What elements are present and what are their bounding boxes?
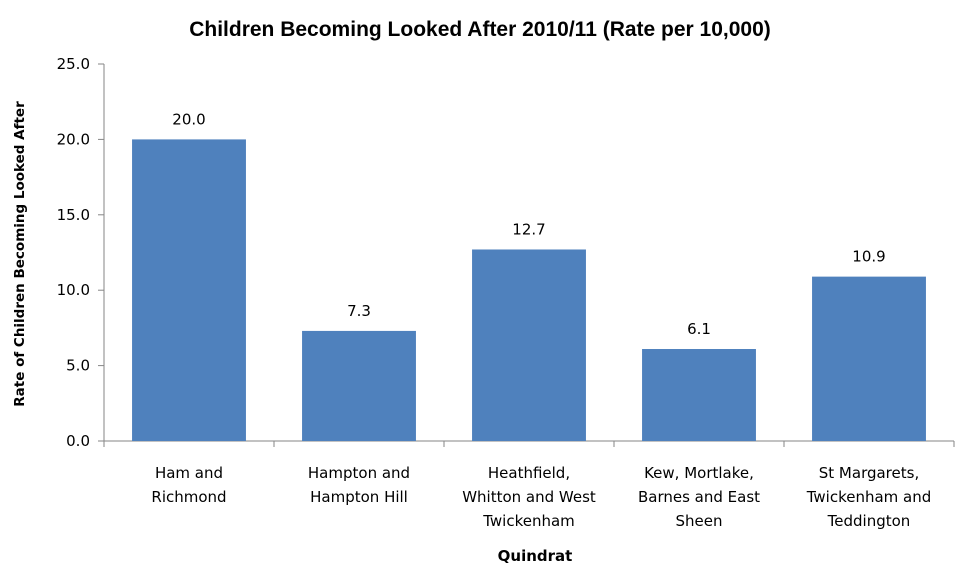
y-tick-label: 10.0 xyxy=(57,281,90,299)
y-tick-label: 25.0 xyxy=(57,55,90,73)
category-label: St Margarets, xyxy=(819,464,919,482)
category-label: Sheen xyxy=(676,512,723,530)
category-label: Teddington xyxy=(827,512,911,530)
y-tick-label: 0.0 xyxy=(66,432,90,450)
y-tick-label: 20.0 xyxy=(57,130,90,148)
category-label: Richmond xyxy=(151,488,226,506)
category-label: Whitton and West xyxy=(462,488,596,506)
y-axis-label: Rate of Children Becoming Looked After xyxy=(12,101,28,407)
category-label: Heathfield, xyxy=(488,464,570,482)
data-label: 7.3 xyxy=(347,302,371,320)
y-tick-label: 5.0 xyxy=(66,357,90,375)
category-label: Hampton and xyxy=(308,464,410,482)
category-label: Twickenham xyxy=(482,512,575,530)
category-label: Hampton Hill xyxy=(310,488,408,506)
data-label: 20.0 xyxy=(172,110,205,128)
labels: 20.0 Ham and Richmond 7.3 Hampton and Hampton… xyxy=(151,110,931,530)
category-label: Kew, Mortlake, xyxy=(644,464,754,482)
category-label: Twickenham and xyxy=(806,488,932,506)
bar xyxy=(132,139,246,441)
data-label: 12.7 xyxy=(512,220,545,238)
bar xyxy=(472,249,586,441)
category-label: Barnes and East xyxy=(638,488,760,506)
bar xyxy=(642,349,756,441)
bar xyxy=(812,276,926,441)
x-axis-label: Quindrat xyxy=(498,547,573,565)
bars xyxy=(132,139,926,441)
y-tick-label: 15.0 xyxy=(57,206,90,224)
category-label: Ham and xyxy=(155,464,223,482)
data-label: 6.1 xyxy=(687,320,711,338)
bar xyxy=(302,330,416,441)
chart-title: Children Becoming Looked After 2010/11 (… xyxy=(189,18,771,41)
data-label: 10.9 xyxy=(852,248,885,266)
